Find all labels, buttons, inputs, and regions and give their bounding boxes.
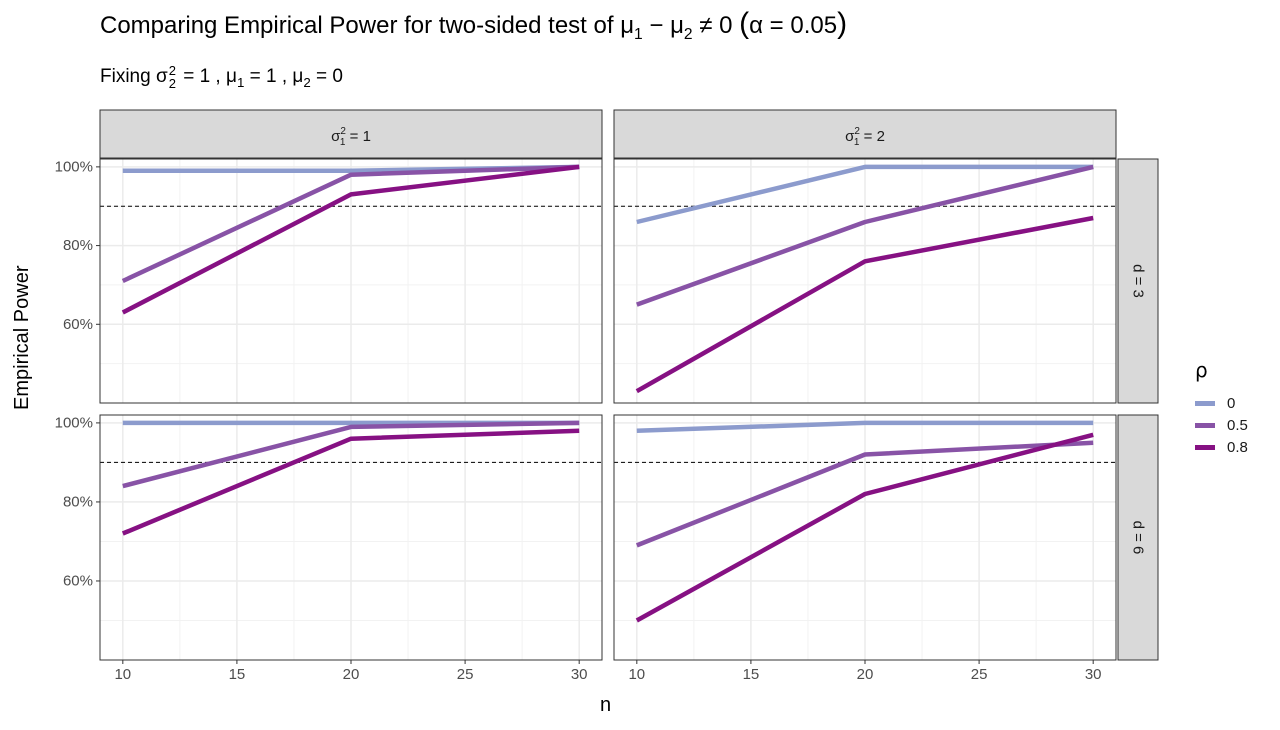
y-tick-label: 100% [55,158,93,175]
legend-label: 0.5 [1227,416,1248,434]
legend-key [1195,422,1215,428]
legend: ρ 0 0.5 0.8 [1195,358,1248,458]
legend-item: 0.8 [1195,436,1248,458]
series-line-rho-0-r2c2 [636,420,1094,434]
y-axis-label: Empirical Power [11,265,33,410]
y-tick-label: 80% [63,493,93,510]
x-tick-label: 25 [457,666,474,683]
legend-label: 0.8 [1227,438,1248,456]
x-tick-label: 20 [857,666,874,683]
legend-key [1195,444,1215,450]
facet-strip-col-1 [99,109,603,159]
panel-border [99,158,603,404]
x-tick-label: 15 [229,666,246,683]
facet-strip-col-2 [613,109,1117,159]
series-line-rho-0-5-r2c2 [635,440,1094,548]
facet-strip-col-label-1: σ2 1 = 1 [331,126,371,148]
facet-strip-row-label-1: d = 3 [1130,264,1147,298]
legend-item: 0.5 [1195,414,1248,436]
legend-item: 0 [1195,392,1248,414]
y-tick-label: 100% [55,414,93,431]
legend-label: 0 [1227,394,1236,412]
series-line-rho-0-8-r1c1 [121,164,580,315]
facet-strip-row-label-2: d = 6 [1130,521,1147,555]
y-tick-label: 80% [63,237,93,254]
facet-strip-col-label-2: σ2 1 = 2 [845,126,885,148]
facet-strip-row-1 [1117,158,1159,404]
legend-key [1195,400,1215,406]
series-line-rho-0-8-r1c2 [635,215,1094,394]
x-tick-label: 10 [114,666,131,683]
series-line-rho-0-8-r2c2 [635,432,1094,623]
x-tick-label: 20 [343,666,360,683]
series-line-rho-0-8-r2c1 [121,428,580,536]
x-tick-label: 10 [628,666,645,683]
x-axis-label: n [600,694,612,716]
legend-title: ρ [1195,358,1208,382]
panel-border [613,158,1117,404]
y-tick-label: 60% [63,572,93,589]
x-tick-label: 30 [571,666,588,683]
series-line-rho-0-5-r1c2 [636,164,1094,307]
facet-strip-row-2 [1117,414,1159,661]
y-tick-label: 60% [63,316,93,333]
chart-title: Comparing Empirical Power for two-sided … [100,7,848,43]
x-tick-label: 30 [1085,666,1102,683]
series-line-rho-0-5-r2c1 [122,420,580,489]
x-tick-label: 15 [743,666,760,683]
series-line-rho-0-5-r1c1 [121,164,580,284]
series-line-rho-0-r1c2 [636,164,1094,225]
x-tick-label: 25 [971,666,988,683]
